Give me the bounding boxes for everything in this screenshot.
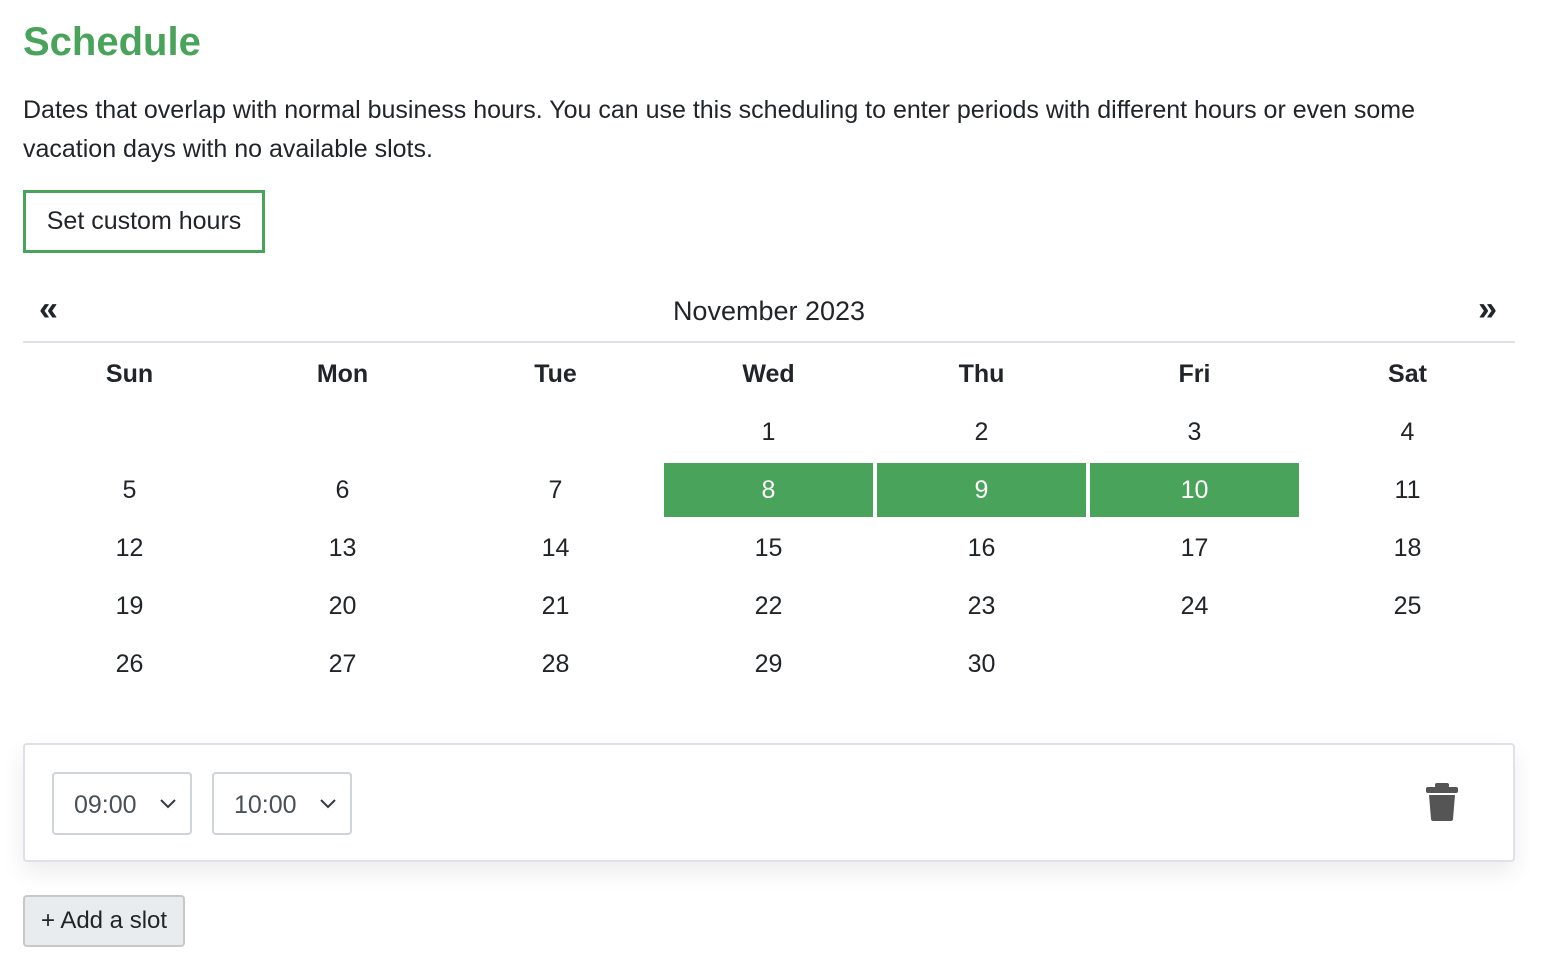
- calendar-day-30[interactable]: 30: [967, 649, 996, 678]
- calendar-day-3[interactable]: 3: [1187, 417, 1202, 446]
- calendar-day-25[interactable]: 25: [1393, 591, 1422, 620]
- slot-start-select[interactable]: 09:00: [52, 772, 192, 835]
- calendar-empty-cell: [236, 403, 449, 461]
- calendar-day-8[interactable]: 8: [662, 461, 875, 519]
- calendar-week-row: 5 6 7 8 9 10 11: [23, 461, 1515, 519]
- slot-start-value: 09:00: [74, 791, 137, 819]
- next-month-icon[interactable]: »: [1478, 290, 1497, 328]
- calendar-empty-cell: [1301, 635, 1514, 693]
- calendar-day-15[interactable]: 15: [754, 533, 783, 562]
- calendar-day-16[interactable]: 16: [967, 533, 996, 562]
- calendar-day-5[interactable]: 5: [122, 475, 137, 504]
- calendar-day-11[interactable]: 11: [1394, 475, 1421, 504]
- calendar-day-4[interactable]: 4: [1400, 417, 1415, 446]
- weekday-label: Mon: [316, 360, 369, 388]
- calendar-week-row: 1 2 3 4: [23, 403, 1515, 461]
- calendar-day-17[interactable]: 17: [1180, 533, 1209, 562]
- calendar-day-13[interactable]: 13: [328, 533, 357, 562]
- calendar-day-22[interactable]: 22: [754, 591, 783, 620]
- calendar-day-23[interactable]: 23: [967, 591, 996, 620]
- calendar-weeks: 1 2 3 4 5 6 7 8 9 10 11 12 13 14 15 16 17 18 19 20 21 22 23 24 2…: [23, 403, 1515, 693]
- slot-end-select[interactable]: 10:00: [212, 772, 352, 835]
- previous-month-icon[interactable]: «: [39, 290, 58, 328]
- calendar-day-2[interactable]: 2: [974, 417, 989, 446]
- slot-end-value: 10:00: [234, 791, 297, 819]
- weekday-label: Tue: [534, 360, 577, 388]
- time-slot-card: 09:00 10:00: [23, 743, 1515, 862]
- weekday-label: Fri: [1178, 360, 1211, 388]
- set-custom-hours-button[interactable]: Set custom hours: [23, 190, 265, 253]
- calendar-day-1[interactable]: 1: [761, 417, 776, 446]
- calendar-day-21[interactable]: 21: [541, 591, 570, 620]
- calendar-day-20[interactable]: 20: [328, 591, 357, 620]
- calendar-header: « November 2023 »: [23, 285, 1515, 343]
- weekday-label: Sun: [105, 360, 154, 388]
- trash-icon[interactable]: [1424, 782, 1460, 822]
- calendar-day-9[interactable]: 9: [875, 461, 1088, 519]
- month-label: November 2023: [672, 296, 866, 326]
- calendar-day-18[interactable]: 18: [1393, 533, 1422, 562]
- calendar-day-24[interactable]: 24: [1180, 591, 1209, 620]
- calendar-day-7[interactable]: 7: [548, 475, 563, 504]
- weekday-label: Wed: [742, 360, 795, 388]
- calendar-day-19[interactable]: 19: [115, 591, 144, 620]
- calendar-day-10[interactable]: 10: [1088, 461, 1301, 519]
- calendar-day-28[interactable]: 28: [541, 649, 570, 678]
- calendar-week-row: 12 13 14 15 16 17 18: [23, 519, 1515, 577]
- calendar-day-29[interactable]: 29: [754, 649, 783, 678]
- calendar-day-26[interactable]: 26: [115, 649, 144, 678]
- calendar-empty-cell: [23, 403, 236, 461]
- calendar-week-row: 26 27 28 29 30: [23, 635, 1515, 693]
- add-slot-button[interactable]: + Add a slot: [23, 895, 185, 947]
- weekday-header-row: Sun Mon Tue Wed Thu Fri Sat: [23, 345, 1515, 403]
- page-title: Schedule: [23, 20, 201, 64]
- calendar-day-6[interactable]: 6: [335, 475, 350, 504]
- chevron-down-icon: [320, 799, 336, 809]
- weekday-label: Thu: [958, 360, 1005, 388]
- calendar-empty-cell: [1088, 635, 1301, 693]
- calendar-grid: Sun Mon Tue Wed Thu Fri Sat 1 2 3 4 5 6 7 8 9 10 11 12 13 1…: [23, 345, 1515, 693]
- schedule-description: Dates that overlap with normal business …: [23, 96, 1416, 163]
- calendar-day-27[interactable]: 27: [328, 649, 357, 678]
- calendar-week-row: 19 20 21 22 23 24 25: [23, 577, 1515, 635]
- chevron-down-icon: [160, 799, 176, 809]
- calendar-day-12[interactable]: 12: [115, 533, 144, 562]
- weekday-label: Sat: [1388, 360, 1427, 388]
- calendar-empty-cell: [449, 403, 662, 461]
- calendar-day-14[interactable]: 14: [541, 533, 570, 562]
